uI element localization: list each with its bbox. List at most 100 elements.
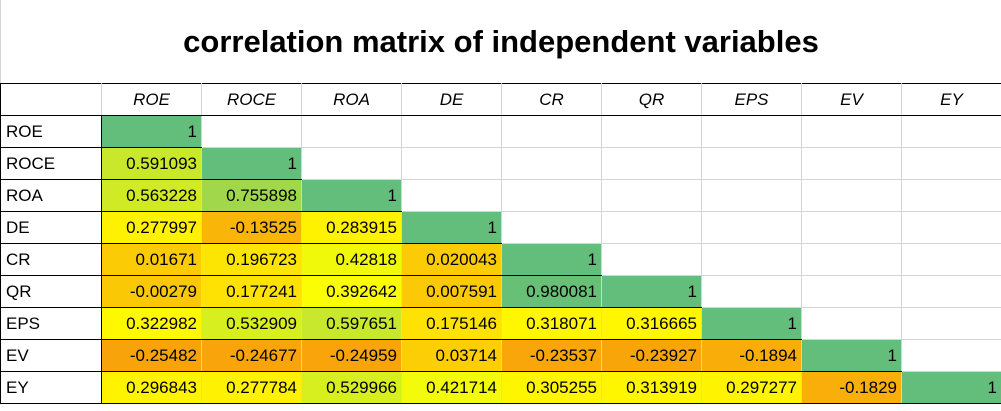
correlation-cell[interactable]: 0.392642 (301, 275, 402, 308)
correlation-cell[interactable]: 0.322982 (101, 307, 202, 340)
correlation-cell[interactable]: 0.007591 (401, 275, 502, 308)
correlation-cell[interactable]: 0.318071 (501, 307, 602, 340)
correlation-cell[interactable]: -0.13525 (201, 211, 302, 244)
correlation-cell[interactable]: 0.42818 (301, 243, 402, 276)
empty-cell[interactable] (801, 243, 902, 276)
empty-cell[interactable] (701, 115, 802, 148)
empty-cell[interactable] (601, 147, 702, 180)
correlation-cell[interactable]: -0.24959 (301, 339, 402, 372)
empty-cell[interactable] (901, 211, 1001, 244)
empty-cell[interactable] (801, 307, 902, 340)
empty-cell[interactable] (901, 275, 1001, 308)
correlation-cell[interactable]: 1 (701, 307, 802, 340)
empty-cell[interactable] (701, 243, 802, 276)
correlation-cell[interactable]: 0.03714 (401, 339, 502, 372)
correlation-cell[interactable]: -0.23927 (601, 339, 702, 372)
corner-cell[interactable] (0, 83, 102, 116)
column-header[interactable]: EY (901, 83, 1001, 116)
empty-cell[interactable] (901, 179, 1001, 212)
empty-cell[interactable] (701, 211, 802, 244)
correlation-cell[interactable]: 0.177241 (201, 275, 302, 308)
empty-cell[interactable] (501, 179, 602, 212)
correlation-cell[interactable]: -0.24677 (201, 339, 302, 372)
correlation-cell[interactable]: -0.00279 (101, 275, 202, 308)
empty-cell[interactable] (701, 179, 802, 212)
column-header[interactable]: ROE (101, 83, 202, 116)
correlation-cell[interactable]: 0.532909 (201, 307, 302, 340)
correlation-cell[interactable]: 1 (201, 147, 302, 180)
empty-cell[interactable] (301, 115, 402, 148)
correlation-cell[interactable]: 0.277784 (201, 371, 302, 404)
correlation-cell[interactable]: -0.1829 (801, 371, 902, 404)
row-label[interactable]: CR (0, 243, 102, 276)
empty-cell[interactable] (501, 211, 602, 244)
correlation-cell[interactable]: 0.283915 (301, 211, 402, 244)
empty-cell[interactable] (801, 115, 902, 148)
correlation-cell[interactable]: 0.175146 (401, 307, 502, 340)
empty-cell[interactable] (201, 115, 302, 148)
empty-cell[interactable] (301, 147, 402, 180)
correlation-cell[interactable]: 0.313919 (601, 371, 702, 404)
correlation-cell[interactable]: -0.25482 (101, 339, 202, 372)
empty-cell[interactable] (801, 147, 902, 180)
correlation-cell[interactable]: 1 (601, 275, 702, 308)
empty-cell[interactable] (801, 211, 902, 244)
empty-cell[interactable] (601, 243, 702, 276)
correlation-cell[interactable]: 0.563228 (101, 179, 202, 212)
column-header[interactable]: EPS (701, 83, 802, 116)
empty-cell[interactable] (501, 147, 602, 180)
empty-cell[interactable] (801, 179, 902, 212)
empty-cell[interactable] (901, 243, 1001, 276)
empty-cell[interactable] (901, 147, 1001, 180)
empty-cell[interactable] (901, 339, 1001, 372)
column-header[interactable]: ROA (301, 83, 402, 116)
correlation-cell[interactable]: 0.196723 (201, 243, 302, 276)
empty-cell[interactable] (401, 147, 502, 180)
row-label[interactable]: EV (0, 339, 102, 372)
correlation-cell[interactable]: 1 (301, 179, 402, 212)
correlation-cell[interactable]: 0.296843 (101, 371, 202, 404)
empty-cell[interactable] (401, 179, 502, 212)
row-label[interactable]: ROA (0, 179, 102, 212)
row-label[interactable]: ROCE (0, 147, 102, 180)
empty-cell[interactable] (901, 115, 1001, 148)
correlation-cell[interactable]: 0.529966 (301, 371, 402, 404)
empty-cell[interactable] (601, 115, 702, 148)
correlation-cell[interactable]: 1 (901, 371, 1001, 404)
empty-cell[interactable] (701, 275, 802, 308)
empty-cell[interactable] (601, 179, 702, 212)
column-header[interactable]: QR (601, 83, 702, 116)
correlation-cell[interactable]: 0.316665 (601, 307, 702, 340)
correlation-cell[interactable]: 0.755898 (201, 179, 302, 212)
correlation-cell[interactable]: -0.23537 (501, 339, 602, 372)
row-label[interactable]: EPS (0, 307, 102, 340)
correlation-cell[interactable]: -0.1894 (701, 339, 802, 372)
empty-cell[interactable] (601, 211, 702, 244)
row-label[interactable]: EY (0, 371, 102, 404)
column-header[interactable]: CR (501, 83, 602, 116)
row-label[interactable]: QR (0, 275, 102, 308)
correlation-cell[interactable]: 0.421714 (401, 371, 502, 404)
column-header[interactable]: ROCE (201, 83, 302, 116)
correlation-cell[interactable]: 0.020043 (401, 243, 502, 276)
correlation-cell[interactable]: 0.297277 (701, 371, 802, 404)
correlation-cell[interactable]: 1 (101, 115, 202, 148)
correlation-cell[interactable]: 0.305255 (501, 371, 602, 404)
empty-cell[interactable] (901, 307, 1001, 340)
correlation-cell[interactable]: 1 (501, 243, 602, 276)
empty-cell[interactable] (801, 275, 902, 308)
correlation-cell[interactable]: 0.597651 (301, 307, 402, 340)
correlation-cell[interactable]: 1 (401, 211, 502, 244)
empty-cell[interactable] (701, 147, 802, 180)
empty-cell[interactable] (401, 115, 502, 148)
row-label[interactable]: ROE (0, 115, 102, 148)
correlation-cell[interactable]: 0.980081 (501, 275, 602, 308)
column-header[interactable]: EV (801, 83, 902, 116)
correlation-cell[interactable]: 0.591093 (101, 147, 202, 180)
correlation-cell[interactable]: 0.277997 (101, 211, 202, 244)
row-label[interactable]: DE (0, 211, 102, 244)
correlation-cell[interactable]: 1 (801, 339, 902, 372)
column-header[interactable]: DE (401, 83, 502, 116)
empty-cell[interactable] (501, 115, 602, 148)
correlation-cell[interactable]: 0.01671 (101, 243, 202, 276)
